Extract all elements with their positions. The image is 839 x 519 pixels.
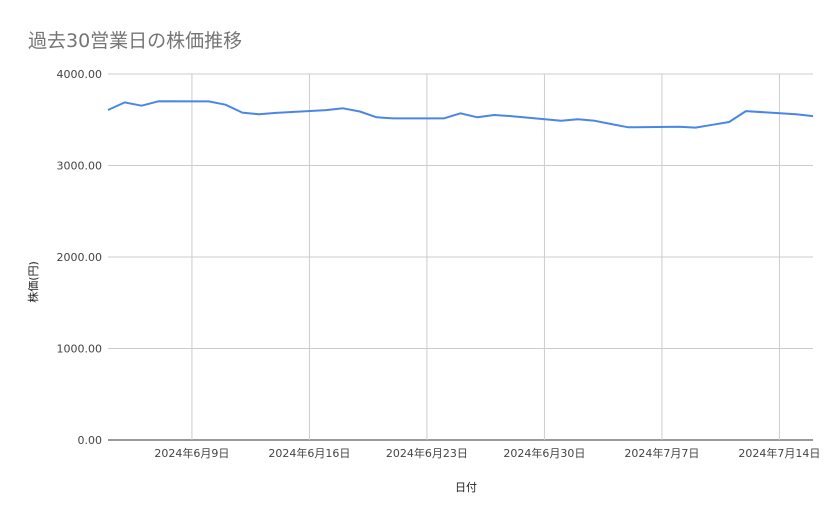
x-tick-label: 2024年6月16日 xyxy=(268,446,350,460)
x-tick-label: 2024年6月30日 xyxy=(503,446,585,460)
y-tick-label: 2000.00 xyxy=(57,251,103,264)
x-tick-label: 2024年6月23日 xyxy=(386,446,468,460)
y-tick-label: 1000.00 xyxy=(57,343,103,356)
y-tick-label: 3000.00 xyxy=(57,160,103,173)
y-tick-label: 0.00 xyxy=(78,434,103,447)
x-tick-label: 2024年6月9日 xyxy=(154,446,229,460)
price-line xyxy=(107,100,814,129)
chart-title: 過去30営業日の株価推移 xyxy=(28,30,243,52)
x-tick-label: 2024年7月14日 xyxy=(738,446,820,460)
y-axis-title: 株価(円) xyxy=(26,261,40,303)
x-axis-title: 日付 xyxy=(455,481,477,494)
x-tick-label: 2024年7月7日 xyxy=(624,446,699,460)
y-tick-label: 4000.00 xyxy=(57,68,103,81)
